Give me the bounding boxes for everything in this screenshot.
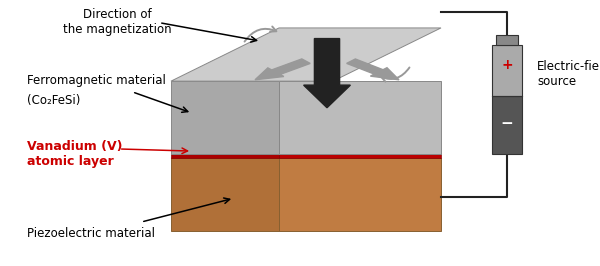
- Polygon shape: [279, 153, 441, 158]
- FancyArrow shape: [255, 59, 310, 80]
- Polygon shape: [279, 158, 441, 231]
- FancyArrow shape: [304, 39, 350, 108]
- Text: Electric-field
source: Electric-field source: [537, 60, 600, 89]
- Text: Vanadium (V)
atomic layer: Vanadium (V) atomic layer: [27, 140, 122, 168]
- Text: −: −: [500, 116, 514, 131]
- Polygon shape: [171, 153, 441, 158]
- Polygon shape: [171, 158, 279, 231]
- Polygon shape: [496, 35, 518, 45]
- Text: Piezoelectric material: Piezoelectric material: [27, 227, 155, 240]
- Polygon shape: [171, 28, 441, 81]
- Polygon shape: [171, 148, 441, 153]
- Text: +: +: [501, 58, 513, 72]
- Polygon shape: [492, 96, 522, 154]
- Polygon shape: [492, 45, 522, 96]
- Polygon shape: [171, 153, 279, 158]
- Polygon shape: [171, 81, 279, 154]
- FancyArrow shape: [347, 59, 399, 80]
- Text: Direction of
the magnetization: Direction of the magnetization: [62, 8, 172, 36]
- Text: Ferromagnetic material: Ferromagnetic material: [27, 74, 166, 88]
- Text: (Co₂FeSi): (Co₂FeSi): [27, 94, 80, 107]
- Polygon shape: [279, 81, 441, 154]
